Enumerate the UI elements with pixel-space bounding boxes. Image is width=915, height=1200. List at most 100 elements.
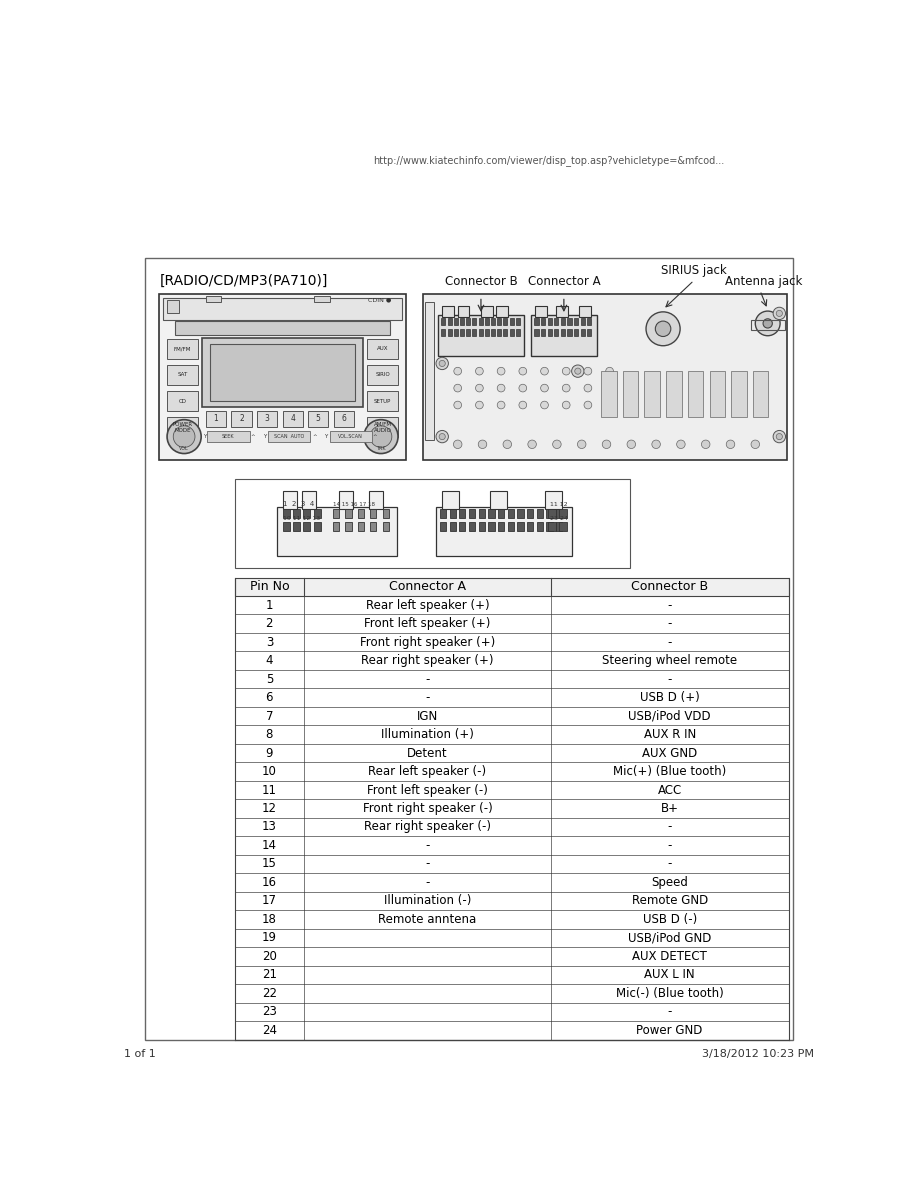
Text: ^: ^ [372, 434, 377, 439]
Bar [459, 522, 466, 532]
Text: -: - [667, 839, 672, 852]
Bar [479, 318, 482, 325]
Bar [467, 318, 470, 325]
Text: AUX: AUX [377, 347, 388, 352]
Bar [548, 522, 556, 532]
Bar [485, 329, 489, 336]
Bar [202, 338, 363, 407]
Text: 16: 16 [262, 876, 277, 889]
Bar [277, 508, 397, 556]
Circle shape [519, 401, 527, 409]
Text: 18: 18 [262, 913, 277, 926]
Bar [382, 522, 389, 532]
Text: Remote anntena: Remote anntena [378, 913, 477, 926]
Text: 5: 5 [316, 414, 320, 424]
Bar [358, 522, 364, 532]
Text: SAT: SAT [178, 372, 188, 378]
Text: B+: B+ [661, 802, 679, 815]
Circle shape [584, 401, 592, 409]
Bar [534, 329, 539, 336]
Text: TRK: TRK [376, 445, 386, 451]
Text: ^: ^ [250, 434, 254, 439]
Text: 22: 22 [262, 986, 277, 1000]
Circle shape [602, 440, 611, 449]
Text: -: - [667, 599, 672, 612]
Text: 1: 1 [213, 414, 219, 424]
Bar [554, 329, 558, 336]
Text: AUX GND: AUX GND [642, 746, 697, 760]
Text: Connector B: Connector B [445, 275, 517, 288]
Bar [479, 522, 485, 532]
Bar [479, 329, 482, 336]
Text: Connector B: Connector B [631, 581, 708, 593]
Bar [459, 509, 466, 518]
Bar [367, 338, 398, 359]
Bar [527, 522, 533, 532]
Bar [508, 522, 514, 532]
Text: Front left speaker (-): Front left speaker (-) [367, 784, 488, 797]
Bar [489, 522, 494, 532]
Text: -: - [667, 1006, 672, 1019]
Text: 1 of 1: 1 of 1 [124, 1049, 156, 1058]
Bar [753, 371, 769, 418]
Text: SIRIUS jack: SIRIUS jack [662, 264, 727, 277]
Bar [579, 306, 591, 317]
Text: USB D (+): USB D (+) [640, 691, 700, 704]
Text: 24: 24 [262, 1024, 277, 1037]
Text: 23 24: 23 24 [550, 516, 568, 521]
Text: Illumination (-): Illumination (-) [383, 894, 471, 907]
Bar [532, 314, 597, 355]
Bar [382, 509, 389, 518]
Text: -: - [667, 858, 672, 870]
Bar [498, 522, 504, 532]
Circle shape [563, 384, 570, 392]
Bar [537, 522, 543, 532]
Text: Pin No: Pin No [250, 581, 289, 593]
Bar [541, 318, 545, 325]
Bar [587, 329, 591, 336]
Bar [574, 318, 578, 325]
Text: USB/iPod VDD: USB/iPod VDD [629, 709, 711, 722]
Text: Antenna jack: Antenna jack [726, 275, 802, 288]
Text: 1  2  3  4: 1 2 3 4 [284, 502, 315, 508]
Text: Remote GND: Remote GND [631, 894, 708, 907]
Bar [294, 509, 300, 518]
Circle shape [773, 431, 785, 443]
Circle shape [553, 440, 561, 449]
Bar [491, 329, 495, 336]
Bar [308, 412, 328, 426]
Bar [454, 329, 458, 336]
Text: Y: Y [324, 434, 328, 439]
Text: 21: 21 [262, 968, 277, 982]
Bar [561, 318, 565, 325]
Circle shape [702, 440, 710, 449]
Bar [159, 294, 405, 460]
Bar [580, 318, 585, 325]
Bar [490, 491, 507, 509]
Bar [497, 306, 508, 317]
Text: 10 11 12 13: 10 11 12 13 [284, 516, 320, 521]
Circle shape [439, 433, 446, 439]
Circle shape [519, 367, 527, 374]
Bar [333, 509, 339, 518]
Circle shape [575, 368, 581, 374]
Text: Steering wheel remote: Steering wheel remote [602, 654, 737, 667]
Circle shape [606, 384, 613, 392]
Bar [268, 431, 310, 442]
Circle shape [563, 401, 570, 409]
Text: CDIN ●: CDIN ● [369, 298, 392, 302]
Text: Front right speaker (-): Front right speaker (-) [362, 802, 492, 815]
Circle shape [476, 384, 483, 392]
Bar [441, 329, 446, 336]
Bar [460, 318, 464, 325]
Bar [284, 509, 290, 518]
Bar [447, 318, 451, 325]
Text: Y: Y [264, 434, 266, 439]
Text: 12: 12 [262, 802, 277, 815]
Bar [535, 306, 547, 317]
Bar [206, 412, 226, 426]
Text: -: - [425, 673, 430, 685]
Bar [231, 412, 252, 426]
Bar [467, 329, 470, 336]
Text: 3/18/2012 10:23 PM: 3/18/2012 10:23 PM [702, 1049, 814, 1058]
